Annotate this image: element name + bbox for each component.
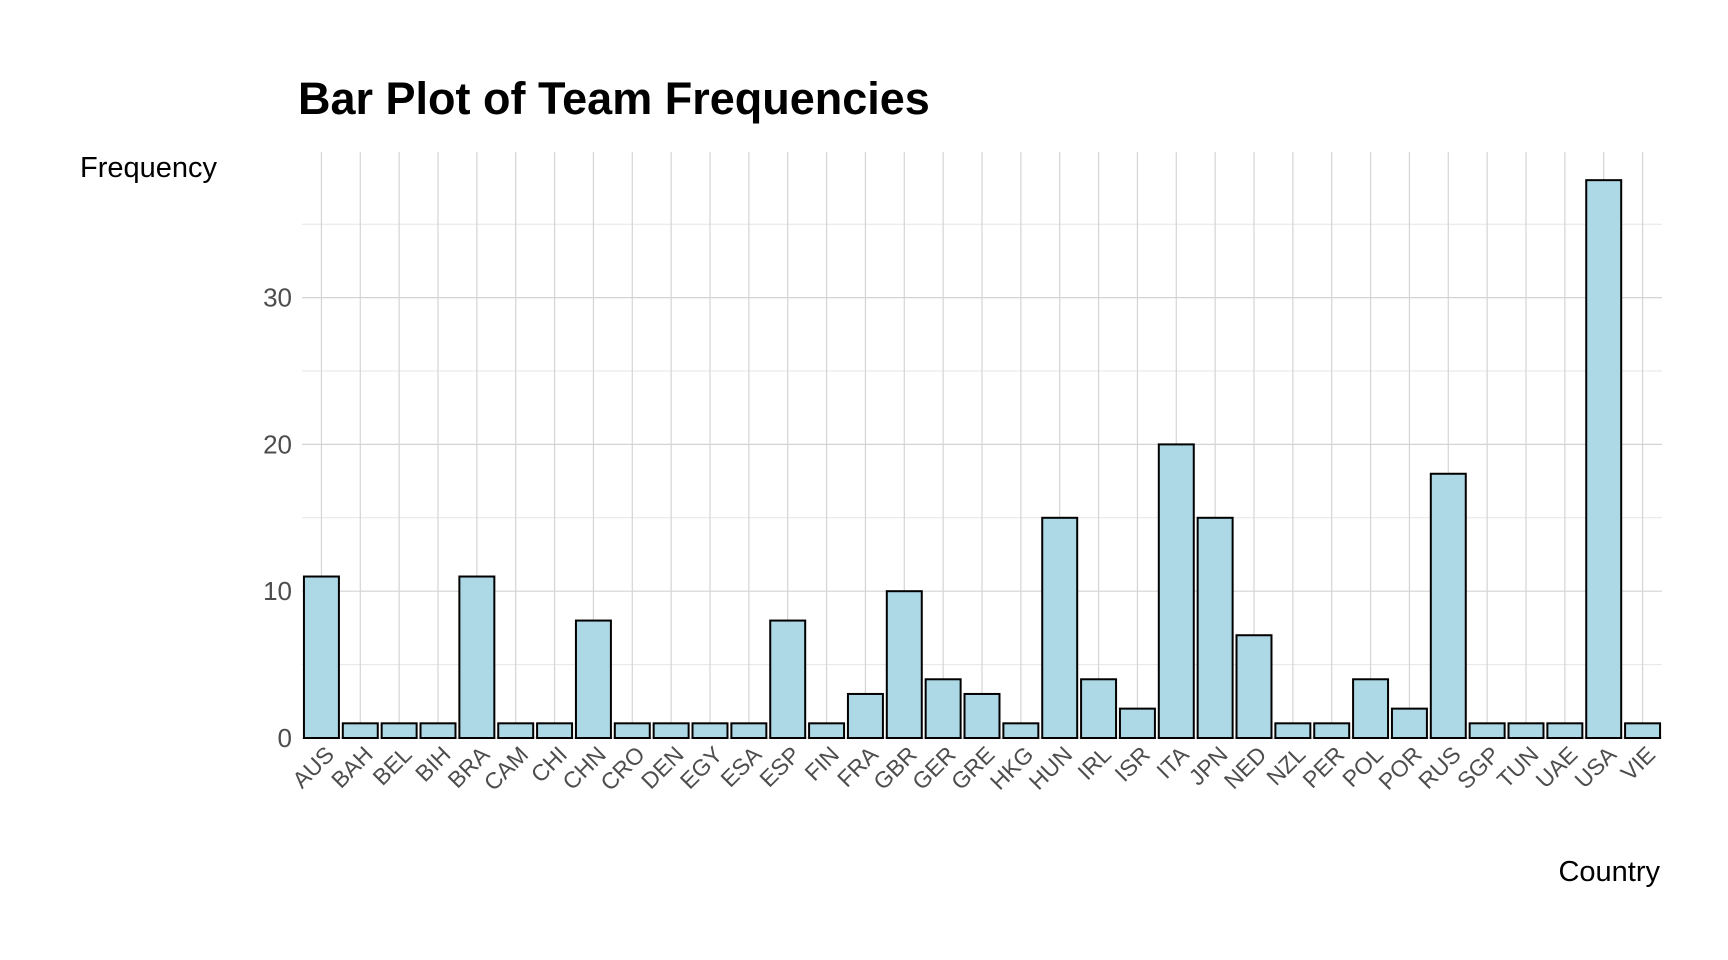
bar-fin (808, 722, 846, 740)
x-tick-label-irl: IRL (1072, 741, 1116, 785)
x-tick-label-nzl: NZL (1261, 741, 1310, 790)
bar-den (652, 722, 690, 740)
y-axis-ticks: 0 10 20 30 (263, 283, 292, 753)
x-tick-label-bah: BAH (326, 741, 378, 793)
bar-hun (1041, 516, 1079, 739)
bar-bah (341, 722, 379, 740)
bar-uae (1546, 722, 1584, 740)
x-tick-label-gbr: GBR (868, 741, 922, 795)
x-tick-label-den: DEN (636, 741, 689, 794)
x-tick-label-tun: TUN (1492, 741, 1544, 793)
bar-esa (730, 722, 768, 740)
x-tick-label-uae: UAE (1531, 741, 1583, 793)
x-tick-label-chn: CHN (557, 741, 611, 795)
y-tick-label: 0 (278, 723, 292, 753)
bar-ned (1235, 634, 1273, 739)
y-tick-label: 30 (263, 283, 292, 313)
bar-hkg (1002, 722, 1040, 740)
bar-nzl (1274, 722, 1312, 740)
bar-chi (536, 722, 574, 740)
y-tick-label: 20 (263, 429, 292, 459)
bar-usa (1585, 179, 1623, 740)
x-tick-label-rus: RUS (1413, 741, 1466, 794)
bar-tun (1507, 722, 1545, 740)
x-tick-label-ned: NED (1219, 741, 1272, 794)
bar-isr (1118, 707, 1156, 740)
x-tick-label-per: PER (1297, 741, 1349, 793)
bar-bel (380, 722, 418, 740)
bar-chn (574, 619, 612, 739)
bar-irl (1080, 678, 1118, 740)
x-tick-label-vie: VIE (1616, 741, 1661, 786)
bar-egy (691, 722, 729, 740)
x-axis-ticks: AUSBAHBELBIHBRACAMCHICHNCRODENEGYESAESPF… (287, 741, 1660, 796)
y-axis-title: Frequency (80, 152, 218, 184)
x-tick-label-bel: BEL (368, 741, 417, 790)
bar-por (1390, 707, 1428, 740)
x-tick-label-ger: GER (907, 741, 961, 795)
bar-esp (769, 619, 807, 739)
x-tick-label-hun: HUN (1024, 741, 1078, 795)
bar-cam (497, 722, 535, 740)
bar-cro (613, 722, 651, 740)
bar-ger (924, 678, 962, 740)
bar-bih (419, 722, 457, 740)
x-tick-label-aus: AUS (287, 741, 339, 793)
bar-fra (846, 692, 884, 740)
bar-rus (1429, 472, 1467, 739)
bar-sgp (1468, 722, 1506, 740)
y-tick-label: 10 (263, 576, 292, 606)
x-tick-label-por: POR (1373, 741, 1427, 795)
bar-per (1313, 722, 1351, 740)
bar-gbr (885, 590, 923, 740)
bar-pol (1352, 678, 1390, 740)
x-tick-label-gre: GRE (946, 741, 1000, 795)
x-tick-label-esp: ESP (754, 741, 805, 792)
x-tick-label-usa: USA (1569, 741, 1621, 793)
x-tick-label-esa: ESA (715, 741, 766, 792)
x-tick-label-sgp: SGP (1452, 741, 1505, 794)
bar-gre (963, 692, 1001, 740)
bar-vie (1624, 722, 1662, 740)
x-axis-title: Country (1558, 856, 1660, 888)
x-tick-label-isr: ISR (1109, 741, 1154, 786)
x-tick-label-egy: EGY (675, 741, 728, 794)
bar-bra (458, 575, 496, 740)
x-tick-label-hkg: HKG (985, 741, 1039, 795)
bar-jpn (1196, 516, 1234, 739)
bar-aus (302, 575, 340, 740)
bar-ita (1157, 443, 1195, 739)
bars (302, 179, 1662, 740)
chart-title: Bar Plot of Team Frequencies (298, 73, 930, 124)
